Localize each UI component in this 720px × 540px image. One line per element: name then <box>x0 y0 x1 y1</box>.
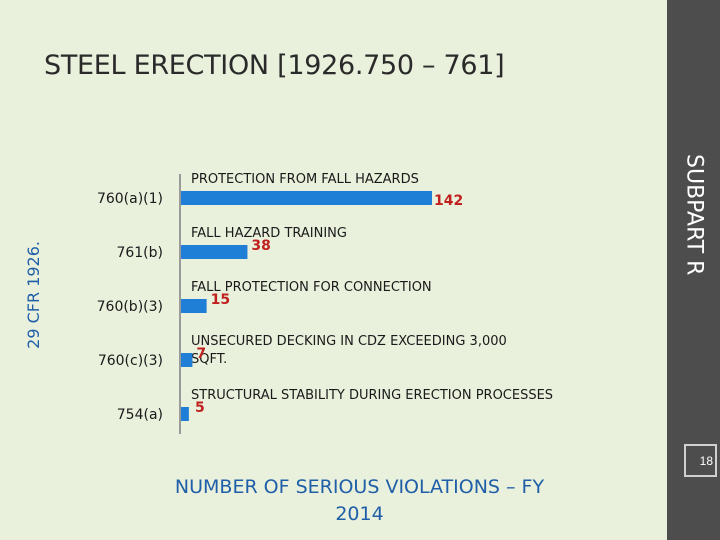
bar <box>180 407 189 421</box>
side-label-text: SUBPART R <box>681 154 707 276</box>
value-label: 5 <box>195 400 205 416</box>
bar-description: SQFT. <box>191 352 227 367</box>
bar-description: PROTECTION FROM FALL HAZARDS <box>191 172 419 187</box>
chart-footer: NUMBER OF SERIOUS VIOLATIONS – FY 2014 <box>174 476 545 525</box>
bar-description: UNSECURED DECKING IN CDZ EXCEEDING 3,000 <box>191 334 507 349</box>
bar <box>180 353 193 367</box>
bar-description: FALL HAZARD TRAINING <box>191 226 347 241</box>
bar-description: STRUCTURAL STABILITY DURING ERECTION PRO… <box>191 388 553 403</box>
category-label: 760(c)(3) <box>98 353 163 369</box>
value-label: 7 <box>196 346 206 362</box>
bar-description: FALL PROTECTION FOR CONNECTION <box>191 280 432 295</box>
value-label: 15 <box>211 292 230 308</box>
bar <box>180 299 207 313</box>
category-label: 760(a)(1) <box>97 191 163 207</box>
page-number: 18 <box>684 444 717 477</box>
bar <box>180 191 432 205</box>
value-label: 38 <box>251 238 270 254</box>
bar <box>180 245 248 259</box>
category-label: 754(a) <box>117 407 163 423</box>
category-label: 761(b) <box>116 245 163 261</box>
side-label: SUBPART R <box>668 140 720 290</box>
category-label: 760(b)(3) <box>97 299 163 315</box>
slide-title: STEEL ERECTION [1926.750 – 761] <box>44 50 505 81</box>
value-label: 142 <box>434 193 463 209</box>
